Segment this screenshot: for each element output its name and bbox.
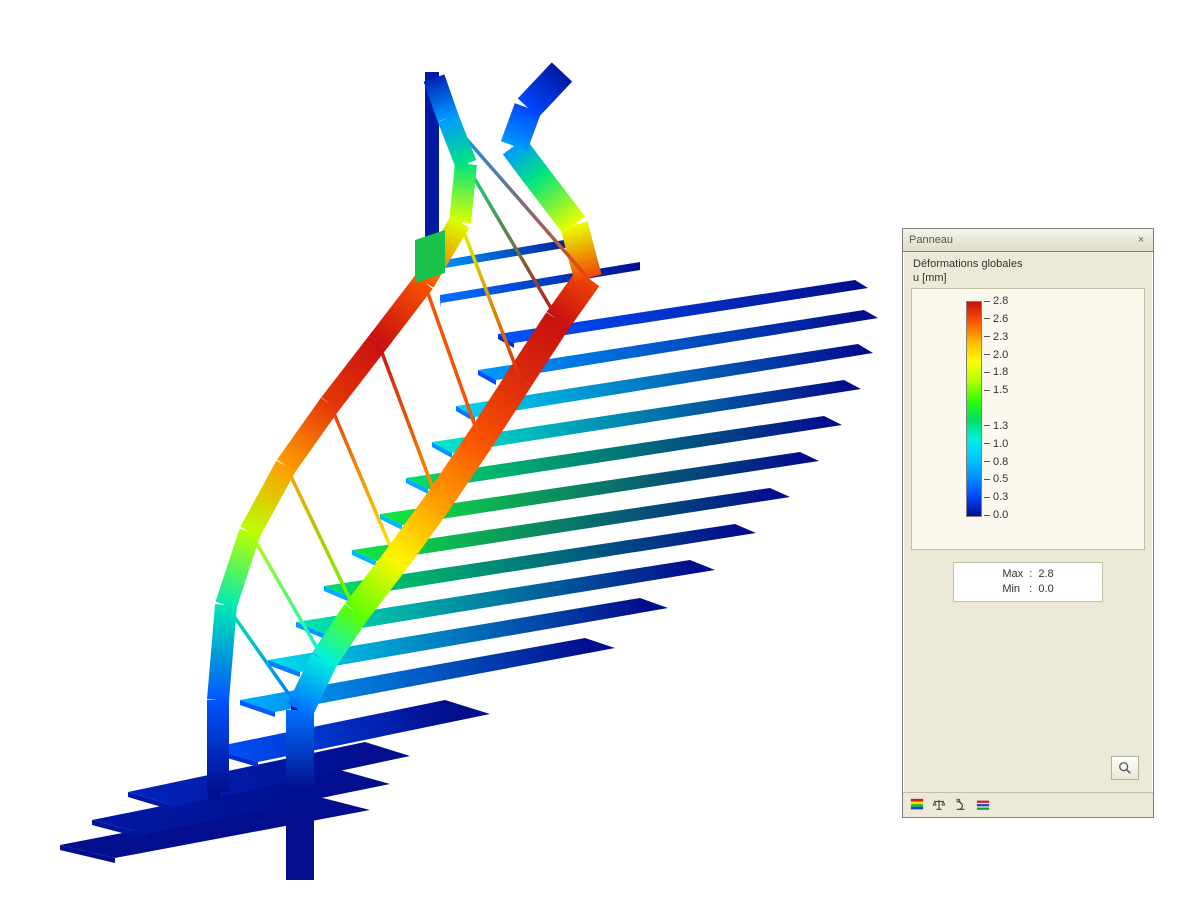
legend-tick: 0.0	[984, 509, 1008, 521]
legend-tick: 0.3	[984, 491, 1008, 503]
panel-heading: Déformations globales	[913, 258, 1145, 270]
baluster	[250, 532, 324, 660]
inner-stringer	[286, 710, 314, 790]
legend-tick: 2.6	[984, 313, 1008, 325]
panel-search-row	[911, 752, 1145, 784]
stats-max-row: Max : 2.8	[960, 567, 1096, 582]
handrail	[216, 529, 261, 609]
baluster	[424, 282, 480, 440]
panel-titlebar[interactable]: Panneau ×	[903, 229, 1153, 252]
inner-stringer	[286, 790, 314, 880]
stats-min-label: Min	[1002, 583, 1020, 595]
colorscale-icon[interactable]	[909, 797, 925, 813]
legend-tick: 2.0	[984, 349, 1008, 361]
panel-title: Panneau	[909, 234, 953, 246]
baluster	[286, 466, 356, 612]
bars-icon[interactable]	[975, 797, 991, 813]
handrail	[321, 335, 386, 410]
legend-tick: 1.5	[984, 384, 1008, 396]
color-legend: 2.8 2.6 2.3 2.0 1.8 1.5 1.3 1.0 0.8 0.5 0.3 0.0	[911, 288, 1145, 550]
colorbar-ticks: 2.82.62.32.01.81.51.31.00.80.50.30.0	[984, 301, 1064, 515]
handrail	[438, 114, 476, 168]
legend-tick: 0.8	[984, 456, 1008, 468]
colorbar	[966, 301, 982, 517]
handrail	[207, 700, 229, 792]
panel-subheading: u [mm]	[913, 272, 1145, 284]
microscope-icon[interactable]	[953, 797, 969, 813]
stats-max-label: Max	[1002, 568, 1023, 580]
stair-tread	[440, 262, 640, 303]
legend-tick: 2.8	[984, 295, 1008, 307]
legend-tick: 1.0	[984, 438, 1008, 450]
balance-icon[interactable]	[931, 797, 947, 813]
legend-tick: 1.3	[984, 420, 1008, 432]
stats-max-value: 2.8	[1038, 568, 1053, 580]
baluster	[460, 222, 520, 378]
stats-min-row: Min : 0.0	[960, 582, 1096, 597]
legend-tick: 1.8	[984, 366, 1008, 378]
baluster	[330, 404, 396, 560]
legend-tick: 2.3	[984, 331, 1008, 343]
panel-toolbar	[903, 792, 1153, 817]
results-panel: Panneau × Déformations globales u [mm] 2…	[902, 228, 1154, 818]
legend-tick: 0.5	[984, 473, 1008, 485]
stats-min-value: 0.0	[1038, 583, 1053, 595]
handrail	[207, 604, 237, 701]
close-icon[interactable]: ×	[1133, 232, 1149, 248]
handrail	[240, 461, 295, 538]
handrail	[449, 163, 477, 223]
handrail	[369, 275, 432, 348]
handrail	[277, 398, 339, 473]
panel-spacer	[911, 602, 1145, 752]
stats-box: Max : 2.8 Min : 0.0	[953, 562, 1103, 602]
search-icon[interactable]	[1111, 756, 1139, 780]
